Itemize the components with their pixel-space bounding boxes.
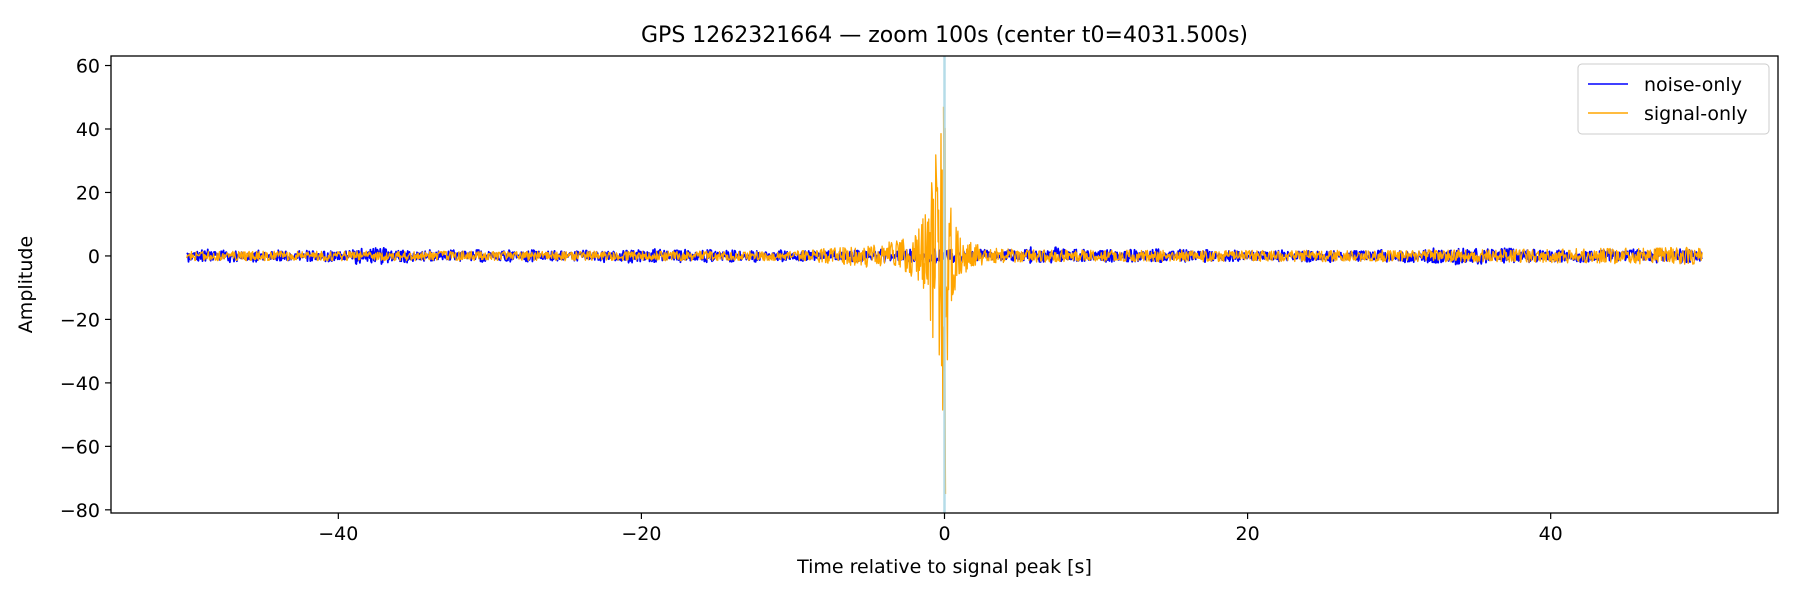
x-axis: −40 −20 0 20 40 xyxy=(318,513,1563,545)
legend-label-noise-only: noise-only xyxy=(1644,74,1742,96)
legend: noise-only signal-only xyxy=(1577,63,1770,135)
y-axis: 60 40 20 0 −20 −40 −60 −80 xyxy=(60,56,111,522)
legend-box xyxy=(1577,63,1770,135)
plot-area xyxy=(186,56,1703,513)
x-tick-label: −20 xyxy=(621,523,661,545)
x-tick-label: −40 xyxy=(318,523,358,545)
x-tick-label: 0 xyxy=(938,523,950,545)
y-tick-label: 20 xyxy=(76,182,100,204)
y-axis-label: Amplitude xyxy=(15,236,37,333)
y-tick-label: −40 xyxy=(60,373,100,395)
chart-title: GPS 1262321664 — zoom 100s (center t0=40… xyxy=(641,23,1248,48)
x-tick-label: 20 xyxy=(1235,523,1259,545)
y-tick-label: −60 xyxy=(60,436,100,458)
x-axis-label: Time relative to signal peak [s] xyxy=(796,556,1092,578)
y-tick-label: 40 xyxy=(76,119,100,141)
x-tick-label: 40 xyxy=(1539,523,1563,545)
y-tick-label: 0 xyxy=(88,246,100,268)
y-tick-label: −20 xyxy=(60,309,100,331)
y-tick-label: 60 xyxy=(76,56,100,78)
y-tick-label: −80 xyxy=(60,500,100,522)
legend-label-signal-only: signal-only xyxy=(1644,103,1748,125)
